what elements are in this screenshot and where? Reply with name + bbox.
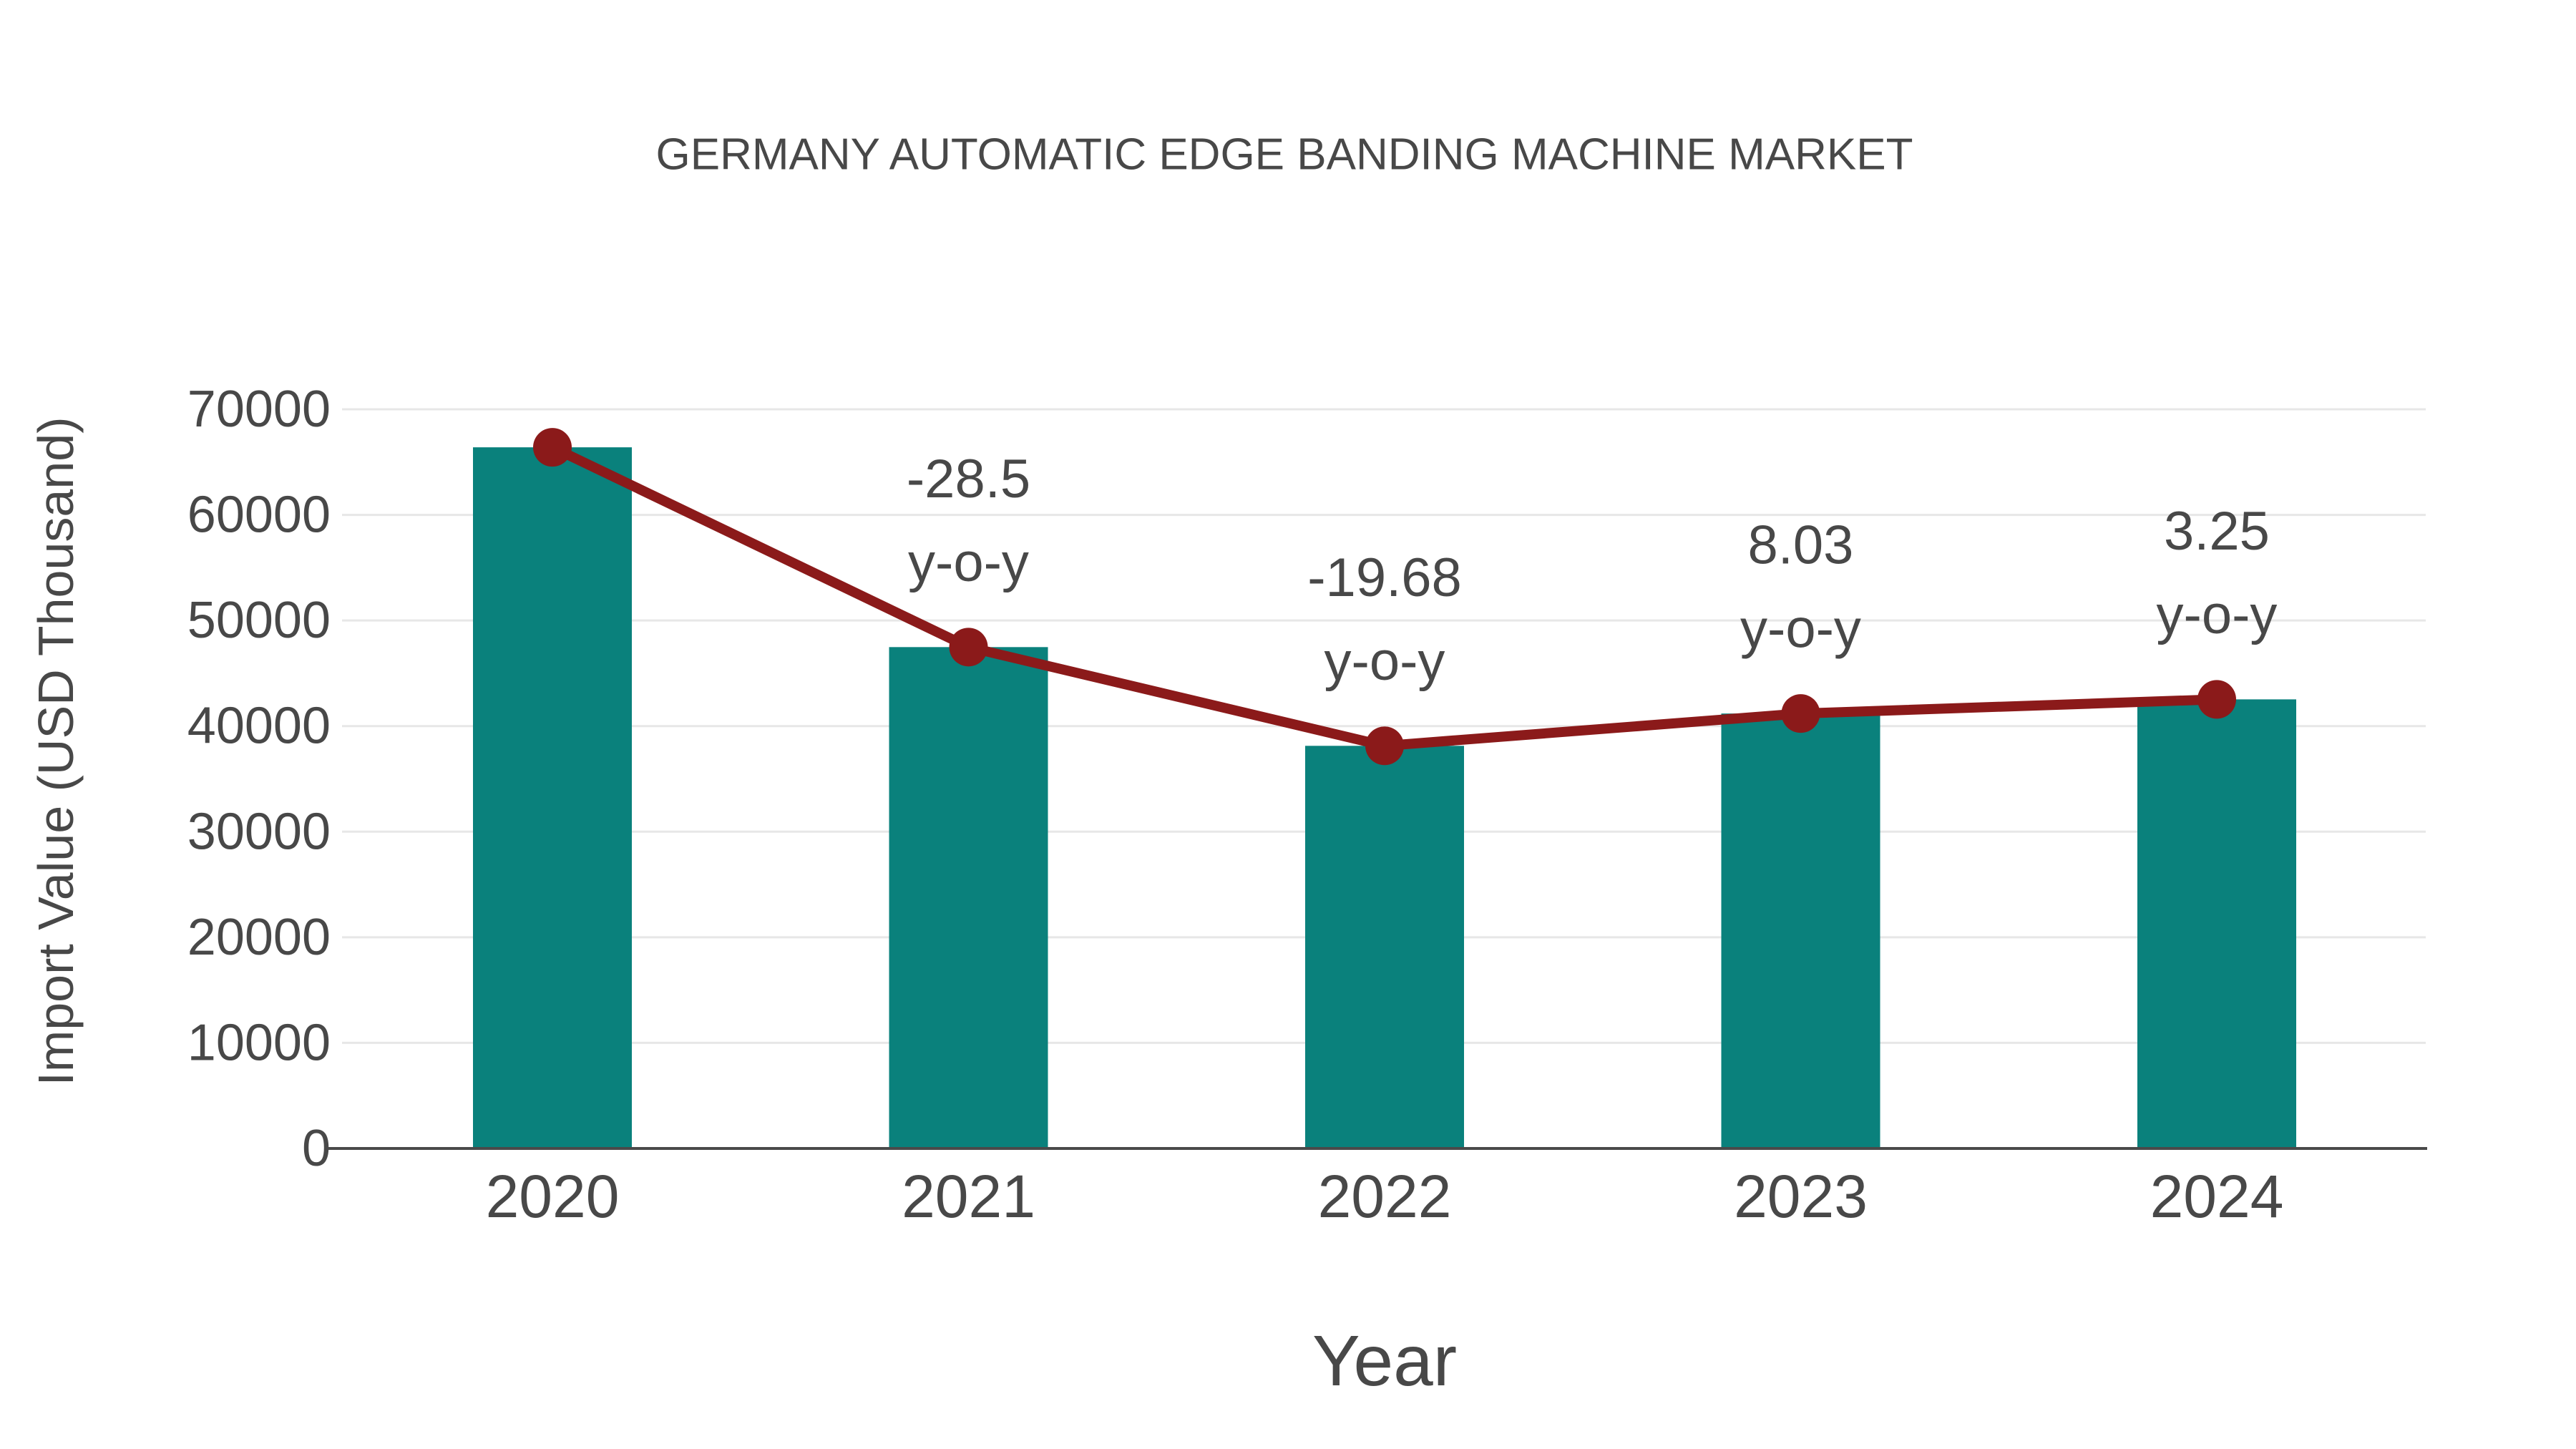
- line-marker: [949, 628, 988, 667]
- y-tick-label: 70000: [187, 381, 331, 438]
- x-tick-label: 2023: [1734, 1163, 1868, 1230]
- line-marker: [1781, 694, 1820, 733]
- chart-title: GERMANY AUTOMATIC EDGE BANDING MACHINE M…: [656, 130, 1913, 180]
- y-tick-label: 10000: [187, 1014, 331, 1071]
- bar: [2137, 699, 2296, 1148]
- line-marker: [1365, 726, 1404, 766]
- annotation-value: 3.25: [2164, 501, 2270, 562]
- annotation-label: y-o-y: [2157, 585, 2278, 645]
- annotation-label: y-o-y: [908, 532, 1029, 593]
- line-marker: [2197, 680, 2236, 719]
- x-tick-label: 2021: [902, 1163, 1035, 1230]
- y-axis-title: Import Value (USD Thousand): [28, 416, 84, 1085]
- bar: [473, 447, 632, 1148]
- bar: [1721, 713, 1880, 1148]
- x-axis-title: Year: [1312, 1321, 1457, 1401]
- y-tick-label: 30000: [187, 803, 331, 860]
- x-tick-label: 2020: [486, 1163, 620, 1230]
- annotation-label: y-o-y: [1740, 599, 1861, 660]
- bar: [889, 647, 1048, 1148]
- bar: [1305, 746, 1464, 1148]
- y-tick-label: 50000: [187, 592, 331, 649]
- line-marker: [533, 428, 572, 467]
- annotations: -28.5 y-o-y -19.68 y-o-y 8.03 y-o-y 3.25 y-o-y: [907, 449, 2278, 692]
- y-tick-labels: 0 10000 20000 30000 40000 50000 60000 70000: [187, 381, 331, 1177]
- annotation-label: y-o-y: [1324, 631, 1445, 692]
- y-tick-label: 40000: [187, 698, 331, 755]
- y-tick-label: 0: [302, 1120, 331, 1177]
- y-tick-label: 60000: [187, 487, 331, 544]
- annotation-value: -19.68: [1307, 547, 1462, 608]
- bar-series: [473, 447, 2296, 1148]
- annotation-value: 8.03: [1748, 515, 1854, 576]
- annotation-value: -28.5: [907, 449, 1030, 509]
- x-tick-label: 2022: [1318, 1163, 1452, 1230]
- x-tick-labels: 2020 2021 2022 2023 2024: [486, 1163, 2284, 1230]
- x-tick-label: 2024: [2150, 1163, 2284, 1230]
- line-series: [533, 428, 2236, 766]
- y-tick-label: 20000: [187, 909, 331, 966]
